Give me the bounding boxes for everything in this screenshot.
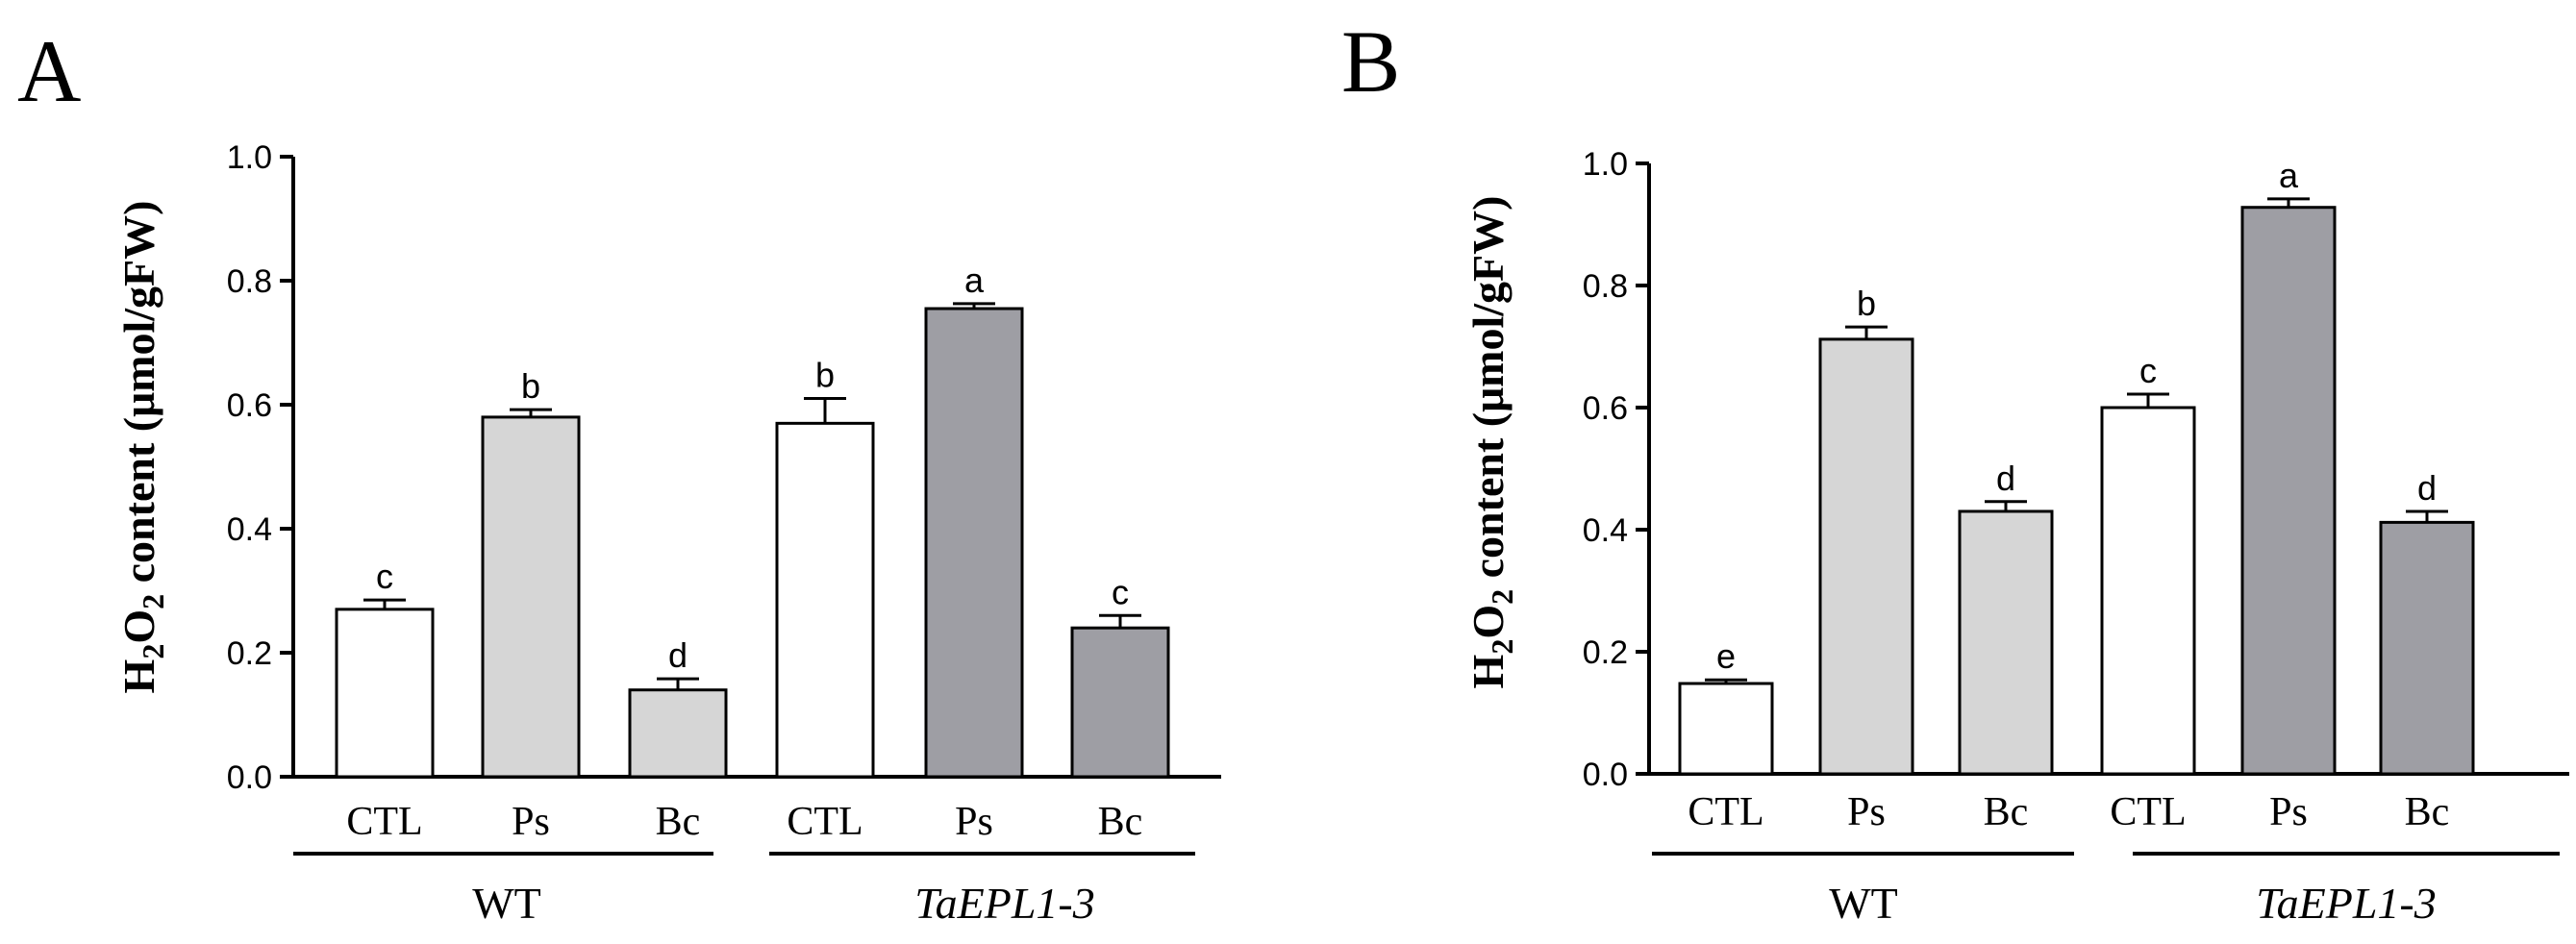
y-tick-label: 0.6 [227,387,272,424]
significance-label: a [964,261,985,300]
significance-label: a [2279,156,2299,195]
group-label-wt-b: WT [1829,879,1898,928]
bar [2100,406,2196,776]
y-tick-label: 0.0 [1583,757,1628,793]
bar [628,688,728,779]
bar [335,608,435,779]
bar [1678,682,1774,776]
bar [1818,337,1914,776]
category-label: CTL [1688,790,1763,834]
significance-label: d [1996,459,2015,498]
marks-b: e CTL b Ps d Bc c CTL a Ps d Bc [1652,156,2560,856]
bar [775,421,875,779]
y-tick-label: 0.8 [1583,268,1628,305]
bar [2240,206,2337,776]
marks-a: c CTL b Ps d Bc b CTL a Ps c Bc [293,261,1195,856]
y-tick-label: 0.4 [1583,512,1628,549]
category-label: Ps [2269,790,2308,834]
category-label: Ps [512,800,550,844]
axes-b: 0.0 0.2 0.4 0.6 0.8 1.0 [1583,146,2569,793]
bar [1070,626,1170,779]
y-axis-label-a: H2O2 content (μmol/gFW) [114,201,170,694]
group-label-wt-a: WT [472,879,541,928]
group-label-mutant-b: TaEPL1-3 [2256,879,2436,928]
significance-label: b [815,356,835,395]
significance-label: e [1716,636,1736,676]
panel-a: A H2O2 content (μmol/gFW) 0.00.20.40.60.… [17,22,1221,928]
significance-label: d [668,635,688,675]
y-tick-label: 0.2 [227,635,272,672]
significance-label: b [521,366,540,406]
y-tick-label: 0.4 [227,511,272,548]
group-label-mutant-a: TaEPL1-3 [914,879,1094,928]
significance-label: b [1857,284,1876,323]
bar [481,415,581,779]
y-axis-label-b: H2O2 content (μmol/gFW) [1463,196,1519,689]
significance-label: d [2417,468,2437,508]
panel-b: B H2O2 content (μmol/gFW) 0.00.20.40.60.… [1341,12,2569,928]
significance-label: c [376,557,393,596]
category-label: Bc [2405,790,2450,834]
category-label: Ps [1847,790,1886,834]
category-label: CTL [2110,790,2186,834]
bar [1958,509,2054,776]
category-label: Bc [1098,800,1143,844]
category-label: Bc [656,800,701,844]
y-tick-label: 0.8 [227,263,272,300]
significance-label: c [1112,572,1129,611]
bar [924,307,1024,779]
y-tick-label: 1.0 [227,139,272,176]
y-tick-label: 0.6 [1583,390,1628,427]
significance-label: c [2139,351,2157,390]
category-label: CTL [787,800,863,844]
y-tick-label: 0.2 [1583,634,1628,671]
panel-letter-b: B [1341,12,1400,111]
axes-a: 0.0 0.2 0.4 0.6 0.8 1.0 [227,139,1221,796]
category-label: Bc [1984,790,2029,834]
category-label: Ps [955,800,993,844]
y-tick-label: 0.0 [227,759,272,796]
y-tick-label: 1.0 [1583,146,1628,183]
panel-letter-a: A [17,22,81,120]
category-label: CTL [346,800,422,844]
bar [2379,520,2475,776]
